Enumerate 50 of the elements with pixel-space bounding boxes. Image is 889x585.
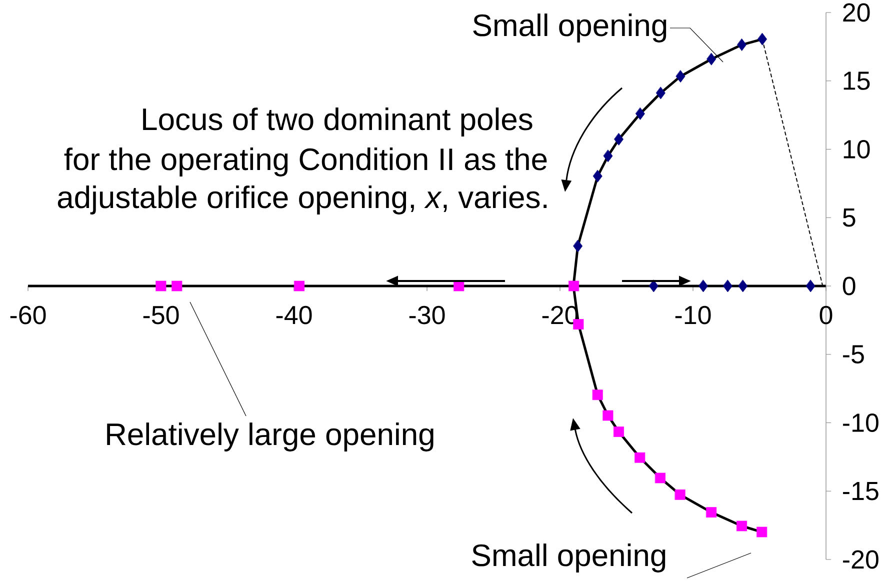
- point: [674, 489, 686, 500]
- x-tick-label: -10: [675, 306, 711, 324]
- point: [676, 70, 686, 83]
- point: [758, 32, 768, 46]
- y-tick-label: 15: [844, 72, 870, 90]
- point: [636, 107, 645, 120]
- y-tick-label: 5: [842, 208, 856, 227]
- point: [806, 280, 816, 292]
- annotation: Relatively large opening: [107, 422, 434, 452]
- point: [736, 520, 748, 532]
- x-tick-label: -60: [10, 306, 46, 324]
- point: [655, 472, 666, 484]
- point: [756, 526, 768, 538]
- point: [603, 150, 613, 162]
- point: [294, 280, 305, 292]
- x-tick-label: -50: [143, 306, 179, 324]
- annotation: adjustable orifice opening, x, varies.: [58, 186, 547, 214]
- point: [698, 280, 708, 292]
- point: [737, 38, 747, 51]
- point: [706, 52, 716, 66]
- point: [648, 280, 658, 292]
- x-tick-label: 0: [820, 306, 832, 324]
- point: [738, 280, 748, 292]
- point: [634, 452, 646, 463]
- point: [573, 240, 583, 252]
- point: [706, 507, 717, 518]
- x-tick-label: -40: [276, 306, 312, 324]
- point: [602, 410, 614, 421]
- y-tick-label: 10: [844, 140, 870, 158]
- y-tick-label: -20: [843, 550, 878, 569]
- y-tick-label: -5: [843, 345, 864, 364]
- point: [568, 280, 580, 292]
- annotation: Small opening: [472, 544, 666, 572]
- point: [723, 280, 732, 292]
- point: [614, 133, 624, 146]
- annotation: Small opening: [473, 14, 666, 42]
- y-tick-label: -10: [843, 414, 878, 432]
- point: [592, 390, 603, 400]
- point: [656, 86, 666, 100]
- point: [614, 426, 624, 437]
- annotation: Locus of two dominant poles: [143, 108, 532, 136]
- x-tick-label: -30: [409, 306, 445, 324]
- point: [156, 280, 166, 292]
- annotation: for the operating Condition II as the: [64, 148, 547, 176]
- y-tick-label: 20: [843, 3, 870, 22]
- y-tick-label: 0: [842, 276, 856, 296]
- point: [592, 170, 602, 182]
- point: [454, 280, 464, 292]
- point: [172, 280, 182, 292]
- y-tick-label: -15: [843, 482, 878, 500]
